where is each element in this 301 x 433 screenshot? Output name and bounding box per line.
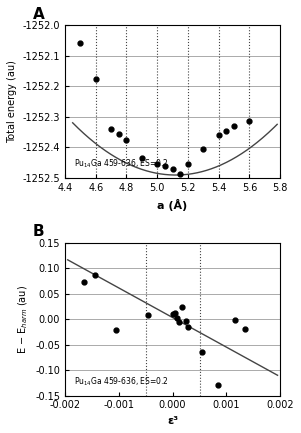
Point — [114, 327, 119, 334]
Point — [78, 40, 83, 47]
Text: A: A — [33, 7, 45, 22]
Point — [224, 127, 229, 134]
Point — [146, 311, 151, 318]
Text: B: B — [33, 224, 44, 239]
Point — [247, 118, 252, 125]
Point — [180, 304, 185, 310]
Point — [92, 271, 97, 278]
X-axis label: ε³: ε³ — [167, 416, 178, 426]
Point — [170, 165, 175, 172]
Point — [175, 315, 179, 322]
Point — [216, 132, 221, 139]
Point — [201, 145, 206, 152]
Point — [232, 317, 237, 323]
Point — [177, 318, 182, 325]
Point — [185, 323, 190, 330]
Point — [184, 317, 188, 324]
Y-axis label: E − E$_{harm}$ (au): E − E$_{harm}$ (au) — [16, 284, 29, 354]
Point — [243, 326, 248, 333]
Point — [186, 161, 191, 168]
Point — [116, 130, 121, 137]
Point — [170, 310, 175, 317]
Y-axis label: Total energy (au): Total energy (au) — [7, 60, 17, 143]
Point — [163, 162, 167, 169]
Point — [124, 136, 129, 143]
X-axis label: a (Å): a (Å) — [157, 198, 188, 210]
Point — [216, 382, 221, 389]
Text: Pu$_{14}$Ga 459-636, ES=0.2: Pu$_{14}$Ga 459-636, ES=0.2 — [74, 375, 169, 388]
Point — [155, 161, 160, 168]
Point — [173, 310, 178, 317]
Point — [139, 155, 144, 162]
Point — [109, 126, 113, 132]
Text: Pu$_{14}$Ga 459-636, ES=0.2: Pu$_{14}$Ga 459-636, ES=0.2 — [74, 158, 169, 171]
Point — [81, 279, 86, 286]
Point — [232, 123, 237, 129]
Point — [178, 170, 183, 177]
Point — [200, 349, 205, 356]
Point — [93, 75, 98, 82]
